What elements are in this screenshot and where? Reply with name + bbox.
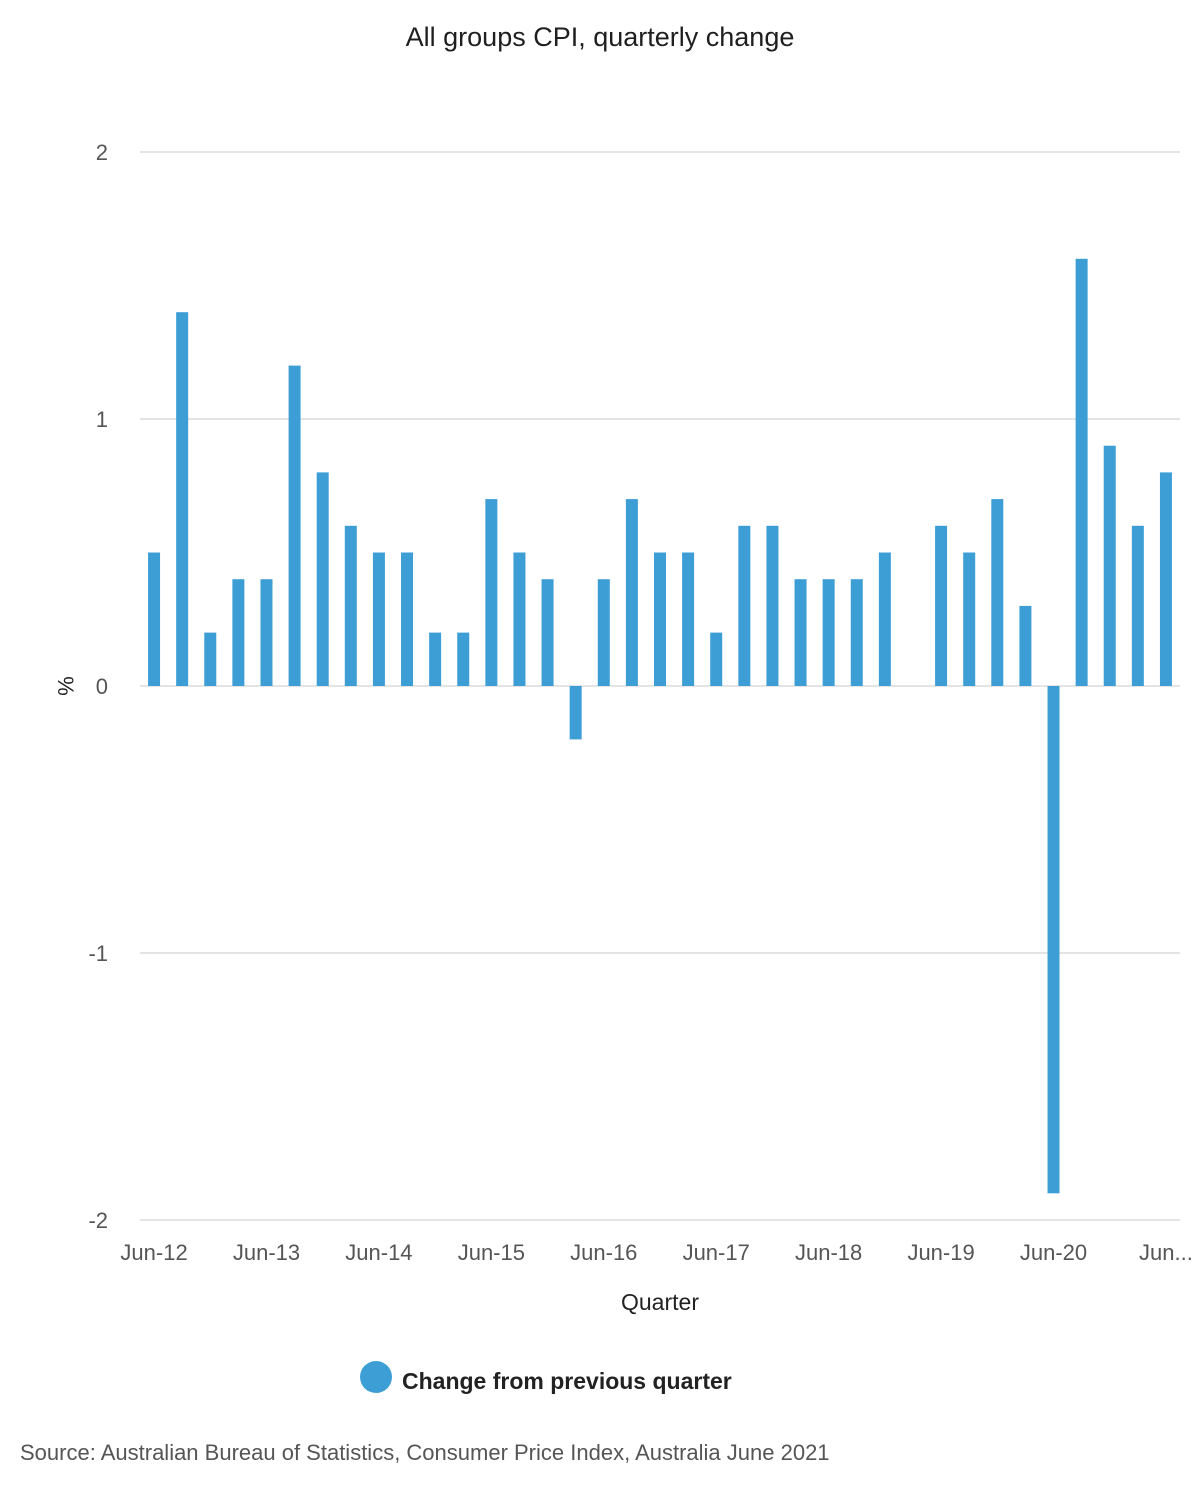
bar[interactable] xyxy=(878,552,891,687)
bar[interactable] xyxy=(1075,258,1088,686)
source-note: Source: Australian Bureau of Statistics,… xyxy=(20,1440,830,1465)
bar[interactable] xyxy=(232,579,245,686)
x-tick-label: Jun-14 xyxy=(345,1240,412,1265)
x-tick-label: Jun-20 xyxy=(1020,1240,1087,1265)
y-tick-label: -1 xyxy=(88,941,108,966)
legend[interactable]: Change from previous quarter xyxy=(360,1358,732,1395)
y-tick-label: 2 xyxy=(96,140,108,165)
bar[interactable] xyxy=(710,632,723,686)
bar[interactable] xyxy=(288,365,301,686)
bar[interactable] xyxy=(794,579,807,686)
bar[interactable] xyxy=(429,632,442,686)
bar[interactable] xyxy=(316,472,329,686)
bar[interactable] xyxy=(513,552,526,687)
bar[interactable] xyxy=(935,525,948,686)
bar[interactable] xyxy=(569,686,582,740)
bar[interactable] xyxy=(372,552,385,687)
bar[interactable] xyxy=(822,579,835,686)
x-tick-label: Jun... xyxy=(1139,1240,1193,1265)
bar[interactable] xyxy=(457,632,470,686)
bar[interactable] xyxy=(625,499,638,686)
bar[interactable] xyxy=(963,552,976,687)
legend-swatch xyxy=(360,1360,392,1393)
bar[interactable] xyxy=(1159,472,1172,686)
x-tick-label: Jun-13 xyxy=(233,1240,300,1265)
bar[interactable] xyxy=(597,579,610,686)
y-axis-ticks: 2 1 0 -1 -2 xyxy=(88,140,108,1233)
y-tick-label: -2 xyxy=(88,1208,108,1233)
chart-title: All groups CPI, quarterly change xyxy=(405,22,795,52)
bar[interactable] xyxy=(401,552,414,687)
x-axis-ticks: Jun-12 Jun-13 Jun-14 Jun-15 Jun-16 Jun-17 Jun-… xyxy=(120,1240,1192,1265)
bar[interactable] xyxy=(485,499,498,686)
bar[interactable] xyxy=(654,552,666,687)
legend-label: Change from previous quarter xyxy=(402,1368,732,1394)
bar[interactable] xyxy=(850,579,863,686)
x-axis-label: Quarter xyxy=(621,1289,699,1315)
bar[interactable] xyxy=(1047,686,1060,1194)
bar[interactable] xyxy=(738,525,751,686)
x-tick-label: Jun-16 xyxy=(570,1240,637,1265)
bar[interactable] xyxy=(344,525,357,686)
y-axis-label: % xyxy=(53,676,78,696)
bar[interactable] xyxy=(682,552,695,687)
bar[interactable] xyxy=(766,525,779,686)
y-tick-label: 0 xyxy=(96,674,108,699)
bar[interactable] xyxy=(260,579,273,686)
x-tick-label: Jun-18 xyxy=(795,1240,862,1265)
bar[interactable] xyxy=(1131,525,1144,686)
bar[interactable] xyxy=(991,499,1004,686)
bar-chart: 210-1-2 Jun-12 Jun-13 Jun-14 Jun-15 Jun-16 Ju… xyxy=(53,140,1193,1315)
x-tick-label: Jun-19 xyxy=(907,1240,974,1265)
y-tick-label: 1 xyxy=(96,407,108,432)
bar[interactable] xyxy=(541,579,554,686)
x-tick-label: Jun-17 xyxy=(683,1240,750,1265)
x-tick-label: Jun-12 xyxy=(120,1240,187,1265)
bar[interactable] xyxy=(1103,445,1116,686)
bars xyxy=(148,258,1172,1194)
bar[interactable] xyxy=(204,632,217,686)
bar[interactable] xyxy=(176,312,189,686)
bar[interactable] xyxy=(1019,605,1032,686)
bar[interactable] xyxy=(148,552,161,687)
x-tick-label: Jun-15 xyxy=(458,1240,525,1265)
